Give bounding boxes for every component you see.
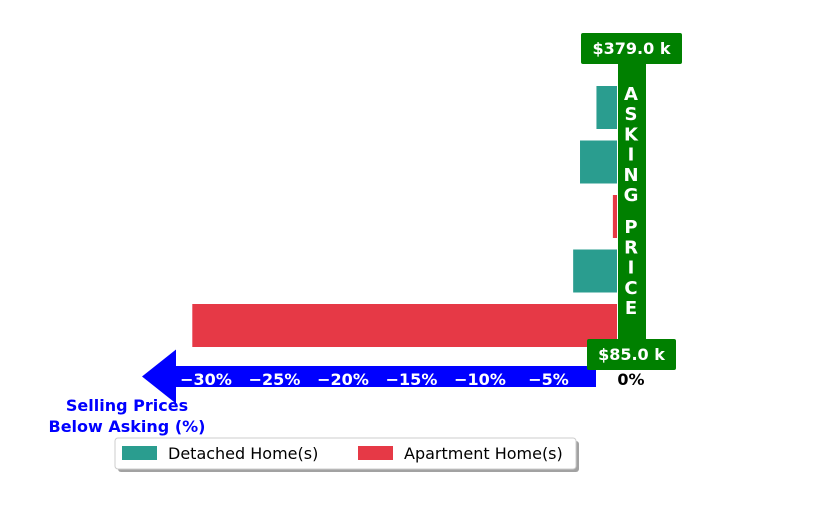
- x-tick-label: 0%: [617, 370, 644, 389]
- top-price-badge-text: $379.0 k: [593, 39, 671, 58]
- legend-swatch: [358, 446, 393, 460]
- x-tick-label: −20%: [317, 370, 369, 389]
- asking-price-letter: E: [625, 298, 637, 319]
- legend-entry: Detached Home(s): [168, 444, 318, 463]
- x-tick-label: −10%: [454, 370, 506, 389]
- legend-box: [114, 437, 577, 470]
- asking-price-letter: N: [623, 165, 638, 186]
- legend-entry: Apartment Home(s): [404, 444, 563, 463]
- asking-price-letter: K: [624, 124, 639, 145]
- x-axis-arrow-layer: [142, 349, 596, 404]
- asking-price-letter: S: [625, 104, 638, 125]
- x-tick-label: −30%: [180, 370, 232, 389]
- x-tick-label: −15%: [386, 370, 438, 389]
- bar-3: [612, 195, 617, 238]
- asking-price-letter: G: [624, 185, 639, 206]
- bar-4: [573, 249, 617, 293]
- x-tick-label: −5%: [528, 370, 569, 389]
- asking-price-letter: C: [624, 278, 637, 299]
- asking-price-letter: I: [628, 258, 635, 279]
- legend-swatch: [122, 446, 157, 460]
- asking-price-band: [618, 62, 646, 342]
- x-axis-label-text: Selling Prices Below Asking (%): [49, 396, 206, 436]
- asking-price-letter: A: [624, 84, 638, 105]
- bottom-price-badge: [587, 339, 676, 370]
- asking-price-letter: P: [624, 217, 637, 238]
- asking-price-letter: I: [628, 145, 635, 166]
- legend: Detached Home(s) Apartment Home(s): [114, 437, 579, 472]
- x-tick-labels: −30% −25% −20% −15% −10% −5% 0%: [180, 370, 644, 389]
- bar-5: [192, 304, 618, 347]
- x-axis-arrow: [142, 349, 596, 404]
- bottom-price-badge-text: $85.0 k: [598, 345, 665, 364]
- top-price-badge: [581, 33, 682, 64]
- bar-2: [580, 140, 617, 184]
- bars-layer: [192, 86, 618, 347]
- bar-1: [596, 86, 617, 129]
- x-axis-label: Selling Prices Below Asking (%): [49, 396, 206, 436]
- asking-price-letter: R: [624, 237, 638, 258]
- x-tick-label: −25%: [249, 370, 301, 389]
